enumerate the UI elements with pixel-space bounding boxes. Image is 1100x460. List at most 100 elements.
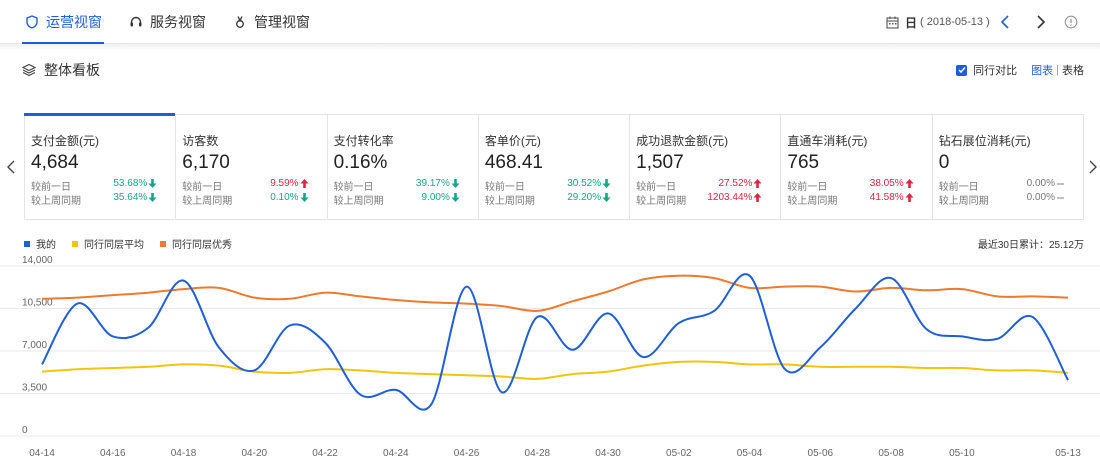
- layers-icon: [22, 63, 36, 77]
- compare-percent: 9.00%: [421, 192, 450, 203]
- arrow-up-icon: [753, 178, 762, 189]
- tab-management[interactable]: 管理视窗: [232, 0, 310, 44]
- metric-compare-week: 较上周同期 0.10%: [182, 192, 322, 207]
- metric-card[interactable]: 钻石展位消耗(元) 0 较前一日 0.00% 较上周同期 0.00%: [933, 115, 1083, 219]
- legend-item-mine[interactable]: 我的: [24, 236, 56, 251]
- compare-percent: 9.59%: [270, 178, 299, 189]
- x-tick-label: 05-13: [1055, 448, 1081, 459]
- arrow-up-icon: [905, 178, 914, 189]
- metric-value: 765: [787, 152, 820, 173]
- metric-title: 直通车消耗(元): [787, 134, 868, 148]
- compare-percent: 41.58%: [869, 192, 904, 203]
- peer-compare-label[interactable]: 同行对比: [973, 65, 1018, 77]
- dash-icon: [1056, 192, 1065, 203]
- date-picker[interactable]: 日 ( 2018-05-13 ): [886, 0, 990, 44]
- metric-compare-day: 较前一日 9.59%: [182, 178, 322, 193]
- compare-percent: 0.00%: [1026, 192, 1055, 203]
- compare-percent: 38.05%: [869, 178, 904, 189]
- date-granularity: 日: [905, 15, 918, 30]
- compare-label: 较前一日: [31, 182, 71, 193]
- metric-card[interactable]: 访客数 6,170 较前一日 9.59% 较上周同期 0.10%: [176, 115, 328, 219]
- arrow-down-icon: [602, 178, 611, 189]
- y-tick-label: 3,500: [22, 383, 47, 394]
- x-tick-label: 05-06: [808, 448, 834, 459]
- metric-title: 客单价(元): [484, 134, 541, 148]
- badge-icon: [232, 14, 248, 30]
- metric-value: 0.16%: [333, 152, 388, 173]
- info-button[interactable]: [1062, 13, 1080, 31]
- x-tick-label: 05-08: [878, 448, 904, 459]
- x-tick-label: 04-16: [100, 448, 126, 459]
- view-table-link[interactable]: 表格: [1062, 65, 1084, 77]
- compare-label: 较上周同期: [636, 196, 687, 207]
- legend-item-peer-average[interactable]: 同行同层平均: [72, 236, 144, 251]
- compare-percent: 29.20%: [567, 192, 602, 203]
- arrow-up-icon: [300, 178, 309, 189]
- x-tick-label: 04-26: [454, 448, 480, 459]
- tab-label: 运营视窗: [46, 14, 102, 30]
- y-tick-label: 7,000: [22, 340, 47, 351]
- legend-swatch: [72, 240, 78, 247]
- chevron-left-icon: [7, 160, 15, 174]
- metric-title: 成功退款金额(元): [636, 134, 729, 148]
- legend-item-peer-excellent[interactable]: 同行同层优秀: [160, 236, 232, 251]
- compare-percent: 30.52%: [567, 178, 602, 189]
- shield-icon: [24, 14, 40, 30]
- metric-card[interactable]: 支付金额(元) 4,684 较前一日 53.68% 较上周同期 35.64%: [23, 113, 177, 219]
- arrow-down-icon: [451, 192, 460, 203]
- compare-label: 较前一日: [787, 182, 828, 193]
- peer-compare-checkbox[interactable]: [956, 64, 968, 76]
- tab-operations[interactable]: 运营视窗: [22, 0, 104, 44]
- x-tick-label: 04-28: [525, 448, 551, 459]
- compare-percent: 35.64%: [113, 192, 148, 203]
- compare-label: 较上周同期: [787, 196, 838, 207]
- metric-value: 468.41: [484, 152, 543, 173]
- y-tick-label: 10,500: [22, 298, 53, 309]
- x-tick-label: 04-24: [383, 448, 409, 459]
- legend-label: 同行同层平均: [84, 240, 144, 251]
- metrics-prev-button[interactable]: [4, 158, 18, 176]
- metric-value: 1,507: [636, 152, 684, 173]
- series-line-peer-excellent: [41, 274, 1069, 312]
- y-tick-label: 0: [22, 425, 28, 436]
- metric-title: 支付转化率: [333, 134, 394, 148]
- compare-label: 较前一日: [484, 182, 525, 193]
- metric-compare-day: 较前一日 30.52%: [484, 178, 625, 193]
- chevron-left-icon: [1000, 15, 1009, 29]
- prev-date-button[interactable]: [996, 13, 1014, 31]
- metric-compare-week: 较上周同期 35.64%: [31, 192, 171, 207]
- view-chart-link[interactable]: 图表: [1031, 65, 1054, 77]
- tab-service[interactable]: 服务视窗: [128, 0, 206, 44]
- y-tick-label: 14,000: [22, 255, 53, 266]
- metric-compare-week: 较上周同期 29.20%: [484, 192, 625, 207]
- metric-compare-week: 较上周同期 9.00%: [334, 192, 474, 207]
- arrow-down-icon: [148, 178, 157, 189]
- nav-shadow: [0, 44, 1100, 50]
- metric-card[interactable]: 客单价(元) 468.41 较前一日 30.52% 较上周同期 29.20%: [479, 115, 631, 219]
- view-controls: 同行对比 图表 | 表格: [956, 62, 1084, 78]
- compare-label: 较前一日: [636, 182, 677, 193]
- compare-label: 较上周同期: [182, 196, 233, 207]
- metrics-next-button[interactable]: [1086, 158, 1100, 176]
- metric-compare-day: 较前一日 0.00%: [939, 178, 1079, 193]
- compare-label: 较上周同期: [484, 196, 535, 207]
- metric-value: 6,170: [182, 152, 230, 173]
- compare-percent: 27.52%: [718, 178, 753, 189]
- metric-compare-week: 较上周同期 0.00%: [939, 192, 1079, 207]
- arrow-down-icon: [300, 192, 309, 203]
- x-tick-label: 04-18: [171, 448, 197, 459]
- metric-card[interactable]: 成功退款金额(元) 1,507 较前一日 27.52% 较上周同期 1203.4…: [630, 115, 782, 219]
- series-line-peer-average: [41, 360, 1069, 380]
- metric-value: 4,684: [31, 152, 79, 173]
- arrow-up-icon: [753, 192, 762, 203]
- metric-compare-week: 较上周同期 1203.44%: [636, 192, 776, 207]
- compare-percent: 39.17%: [415, 178, 450, 189]
- view-separator: |: [1056, 64, 1059, 76]
- arrow-down-icon: [148, 192, 157, 203]
- next-date-button[interactable]: [1032, 13, 1050, 31]
- board-title: 整体看板: [22, 60, 100, 80]
- trend-line-chart: 0 3,500 7,000 10,500 14,000 04-14 04-16 04-18 04…: [0, 255, 1100, 459]
- metric-card[interactable]: 支付转化率 0.16% 较前一日 39.17% 较上周同期 9.00%: [328, 115, 479, 219]
- metric-card[interactable]: 直通车消耗(元) 765 较前一日 38.05% 较上周同期 41.58%: [781, 115, 933, 219]
- metric-title: 支付金额(元): [31, 134, 99, 148]
